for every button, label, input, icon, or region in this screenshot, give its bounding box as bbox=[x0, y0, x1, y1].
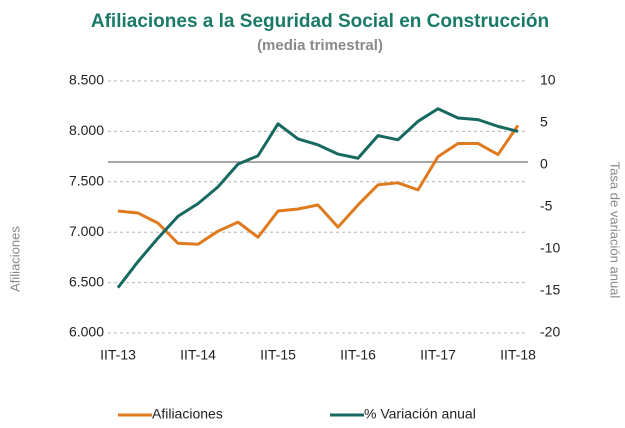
chart-title: Afiliaciones a la Seguridad Social en Co… bbox=[91, 11, 549, 32]
legend-label: Afiliaciones bbox=[152, 406, 223, 422]
y2-tick-label: -15 bbox=[540, 282, 560, 298]
x-tick-label: IIT-17 bbox=[420, 347, 456, 363]
y-tick-label: 8.500 bbox=[69, 72, 104, 88]
x-tick-label: IIT-15 bbox=[260, 347, 296, 363]
series-line bbox=[116, 107, 519, 289]
x-tick-label: IIT-18 bbox=[500, 347, 536, 363]
x-tick-label: IIT-14 bbox=[180, 347, 216, 363]
y-tick-label: 7.000 bbox=[69, 223, 104, 239]
chart-subtitle: (media trimestral) bbox=[257, 37, 383, 54]
x-tick-label: IIT-16 bbox=[340, 347, 376, 363]
y2-axis-title: Tasa de variación anual bbox=[608, 162, 623, 299]
y-tick-label: 7.500 bbox=[69, 173, 104, 189]
y2-tick-label: 0 bbox=[540, 156, 548, 172]
y-tick-label: 8.000 bbox=[69, 122, 104, 138]
y-tick-label: 6.500 bbox=[69, 273, 104, 289]
y-tick-label: 6.000 bbox=[69, 324, 104, 340]
y2-tick-label: 5 bbox=[540, 114, 548, 130]
series-line bbox=[117, 124, 520, 246]
y2-tick-label: -20 bbox=[540, 324, 560, 340]
x-tick-label: IIT-13 bbox=[100, 347, 136, 363]
y-axis-title: Afiliaciones bbox=[7, 226, 22, 292]
y2-tick-label: -10 bbox=[540, 240, 560, 256]
legend-label: % Variación anual bbox=[364, 406, 476, 422]
y2-tick-label: 10 bbox=[540, 72, 556, 88]
y2-tick-label: -5 bbox=[540, 198, 553, 214]
